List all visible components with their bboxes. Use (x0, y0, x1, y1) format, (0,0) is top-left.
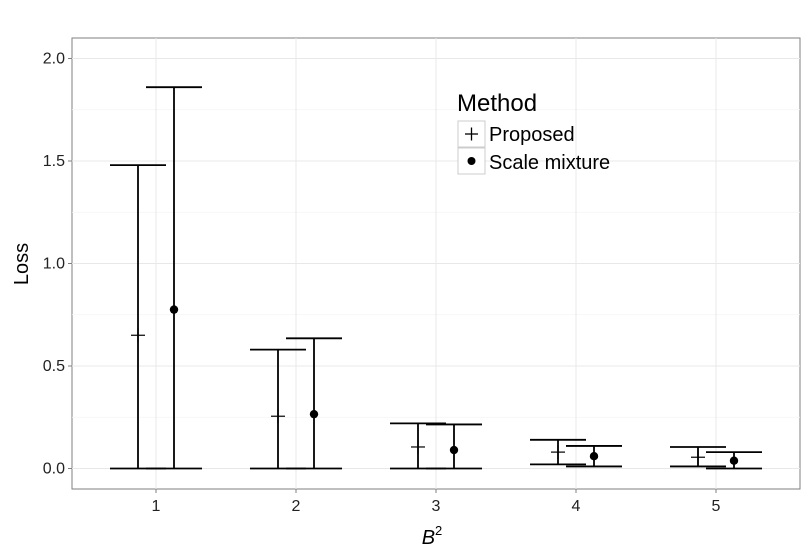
axis-ticks: 0.0 0.5 1.0 1.5 2.0 1 2 3 4 5 (43, 51, 721, 516)
errorbar-1-2 (426, 423, 482, 470)
errorbar-1-3 (566, 445, 622, 468)
y-tick-label: 1.5 (43, 153, 65, 170)
point-dot (169, 305, 179, 314)
legend-title: Method (457, 90, 537, 117)
point-dot (449, 445, 459, 455)
errorbar-0-4 (670, 446, 726, 468)
x-tick-label: 1 (152, 498, 161, 515)
x-axis-title-superscript: 2 (435, 523, 442, 538)
x-tick-label: 5 (712, 498, 721, 515)
legend: Method Proposed Scale mixture (457, 90, 610, 175)
errorbar-1-0 (146, 86, 202, 470)
point-dot (309, 409, 319, 419)
data-marks (110, 86, 762, 470)
point-dot (729, 456, 739, 465)
errorbar-1-4 (706, 451, 762, 470)
y-tick-label: 2.0 (43, 51, 65, 68)
errorbar-0-3 (530, 438, 586, 466)
x-tick-label: 2 (292, 498, 301, 515)
y-tick-label: 1.0 (43, 256, 65, 273)
legend-label-proposed: Proposed (489, 124, 575, 146)
x-axis-title: B2 (422, 523, 443, 549)
legend-label-scale-mixture: Scale mixture (489, 152, 610, 174)
errorbar-1-1 (286, 337, 342, 470)
x-axis-title-base: B (422, 527, 435, 549)
grid (72, 38, 800, 489)
point-dot (589, 452, 599, 461)
y-tick-label: 0.5 (43, 358, 65, 375)
y-axis-title: Loss (11, 243, 33, 285)
y-tick-label: 0.0 (43, 461, 65, 478)
x-tick-label: 3 (432, 498, 441, 515)
legend-dot (467, 157, 476, 165)
x-tick-label: 4 (572, 498, 581, 515)
